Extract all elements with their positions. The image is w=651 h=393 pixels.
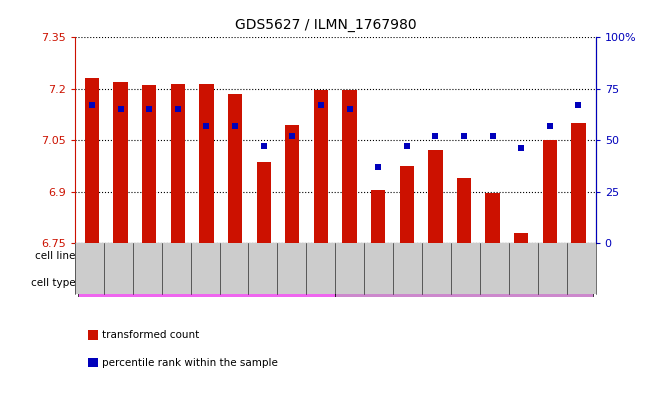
FancyBboxPatch shape [478, 243, 593, 270]
Point [488, 133, 498, 139]
Point [402, 143, 412, 149]
Bar [543, 140, 557, 243]
Bar [457, 178, 471, 243]
Point [287, 133, 298, 139]
Bar [371, 190, 385, 243]
Text: cell type: cell type [31, 278, 75, 288]
Bar [171, 84, 185, 243]
Point [344, 106, 355, 112]
Bar [514, 233, 529, 243]
Text: ▶: ▶ [75, 252, 87, 261]
Text: dasatinib-sensitive pancreatic cancer cells: dasatinib-sensitive pancreatic cancer ce… [95, 278, 318, 288]
Text: Panc0403: Panc0403 [95, 252, 146, 261]
FancyBboxPatch shape [163, 243, 249, 270]
Point [230, 123, 240, 129]
Bar [228, 94, 242, 243]
Bar [113, 82, 128, 243]
FancyBboxPatch shape [393, 243, 478, 270]
Text: cell line: cell line [35, 252, 75, 261]
Point [316, 102, 326, 108]
Text: GDS5627 / ILMN_1767980: GDS5627 / ILMN_1767980 [235, 18, 416, 32]
Bar [342, 90, 357, 243]
Bar [428, 151, 443, 243]
Point [574, 102, 584, 108]
FancyBboxPatch shape [335, 243, 393, 270]
Bar [256, 162, 271, 243]
Point [258, 143, 269, 149]
Bar [199, 84, 214, 243]
Point [516, 145, 527, 152]
Point [87, 102, 97, 108]
FancyBboxPatch shape [77, 270, 335, 297]
Bar [142, 85, 156, 243]
Text: ▶: ▶ [75, 278, 87, 288]
Point [115, 106, 126, 112]
Bar [85, 79, 99, 243]
Bar [400, 166, 414, 243]
FancyBboxPatch shape [335, 270, 593, 297]
Text: Panc1005: Panc1005 [267, 252, 318, 261]
Point [201, 123, 212, 129]
Point [373, 164, 383, 170]
Point [459, 133, 469, 139]
Text: Panc0504: Panc0504 [181, 252, 232, 261]
Point [545, 123, 555, 129]
Text: percentile rank within the sample: percentile rank within the sample [102, 358, 278, 368]
Bar [314, 90, 328, 243]
Point [173, 106, 183, 112]
Bar [285, 125, 299, 243]
Point [430, 133, 441, 139]
Text: dasatinib-resistant pancreatic cancer cells: dasatinib-resistant pancreatic cancer ce… [353, 278, 575, 288]
Bar [486, 193, 500, 243]
Bar [572, 123, 586, 243]
FancyBboxPatch shape [249, 243, 335, 270]
Text: SU8686: SU8686 [344, 252, 384, 261]
Text: MiaPaCa2: MiaPaCa2 [410, 252, 461, 261]
Text: transformed count: transformed count [102, 330, 199, 340]
Point [144, 106, 154, 112]
FancyBboxPatch shape [77, 243, 163, 270]
Text: Panc1: Panc1 [520, 252, 551, 261]
